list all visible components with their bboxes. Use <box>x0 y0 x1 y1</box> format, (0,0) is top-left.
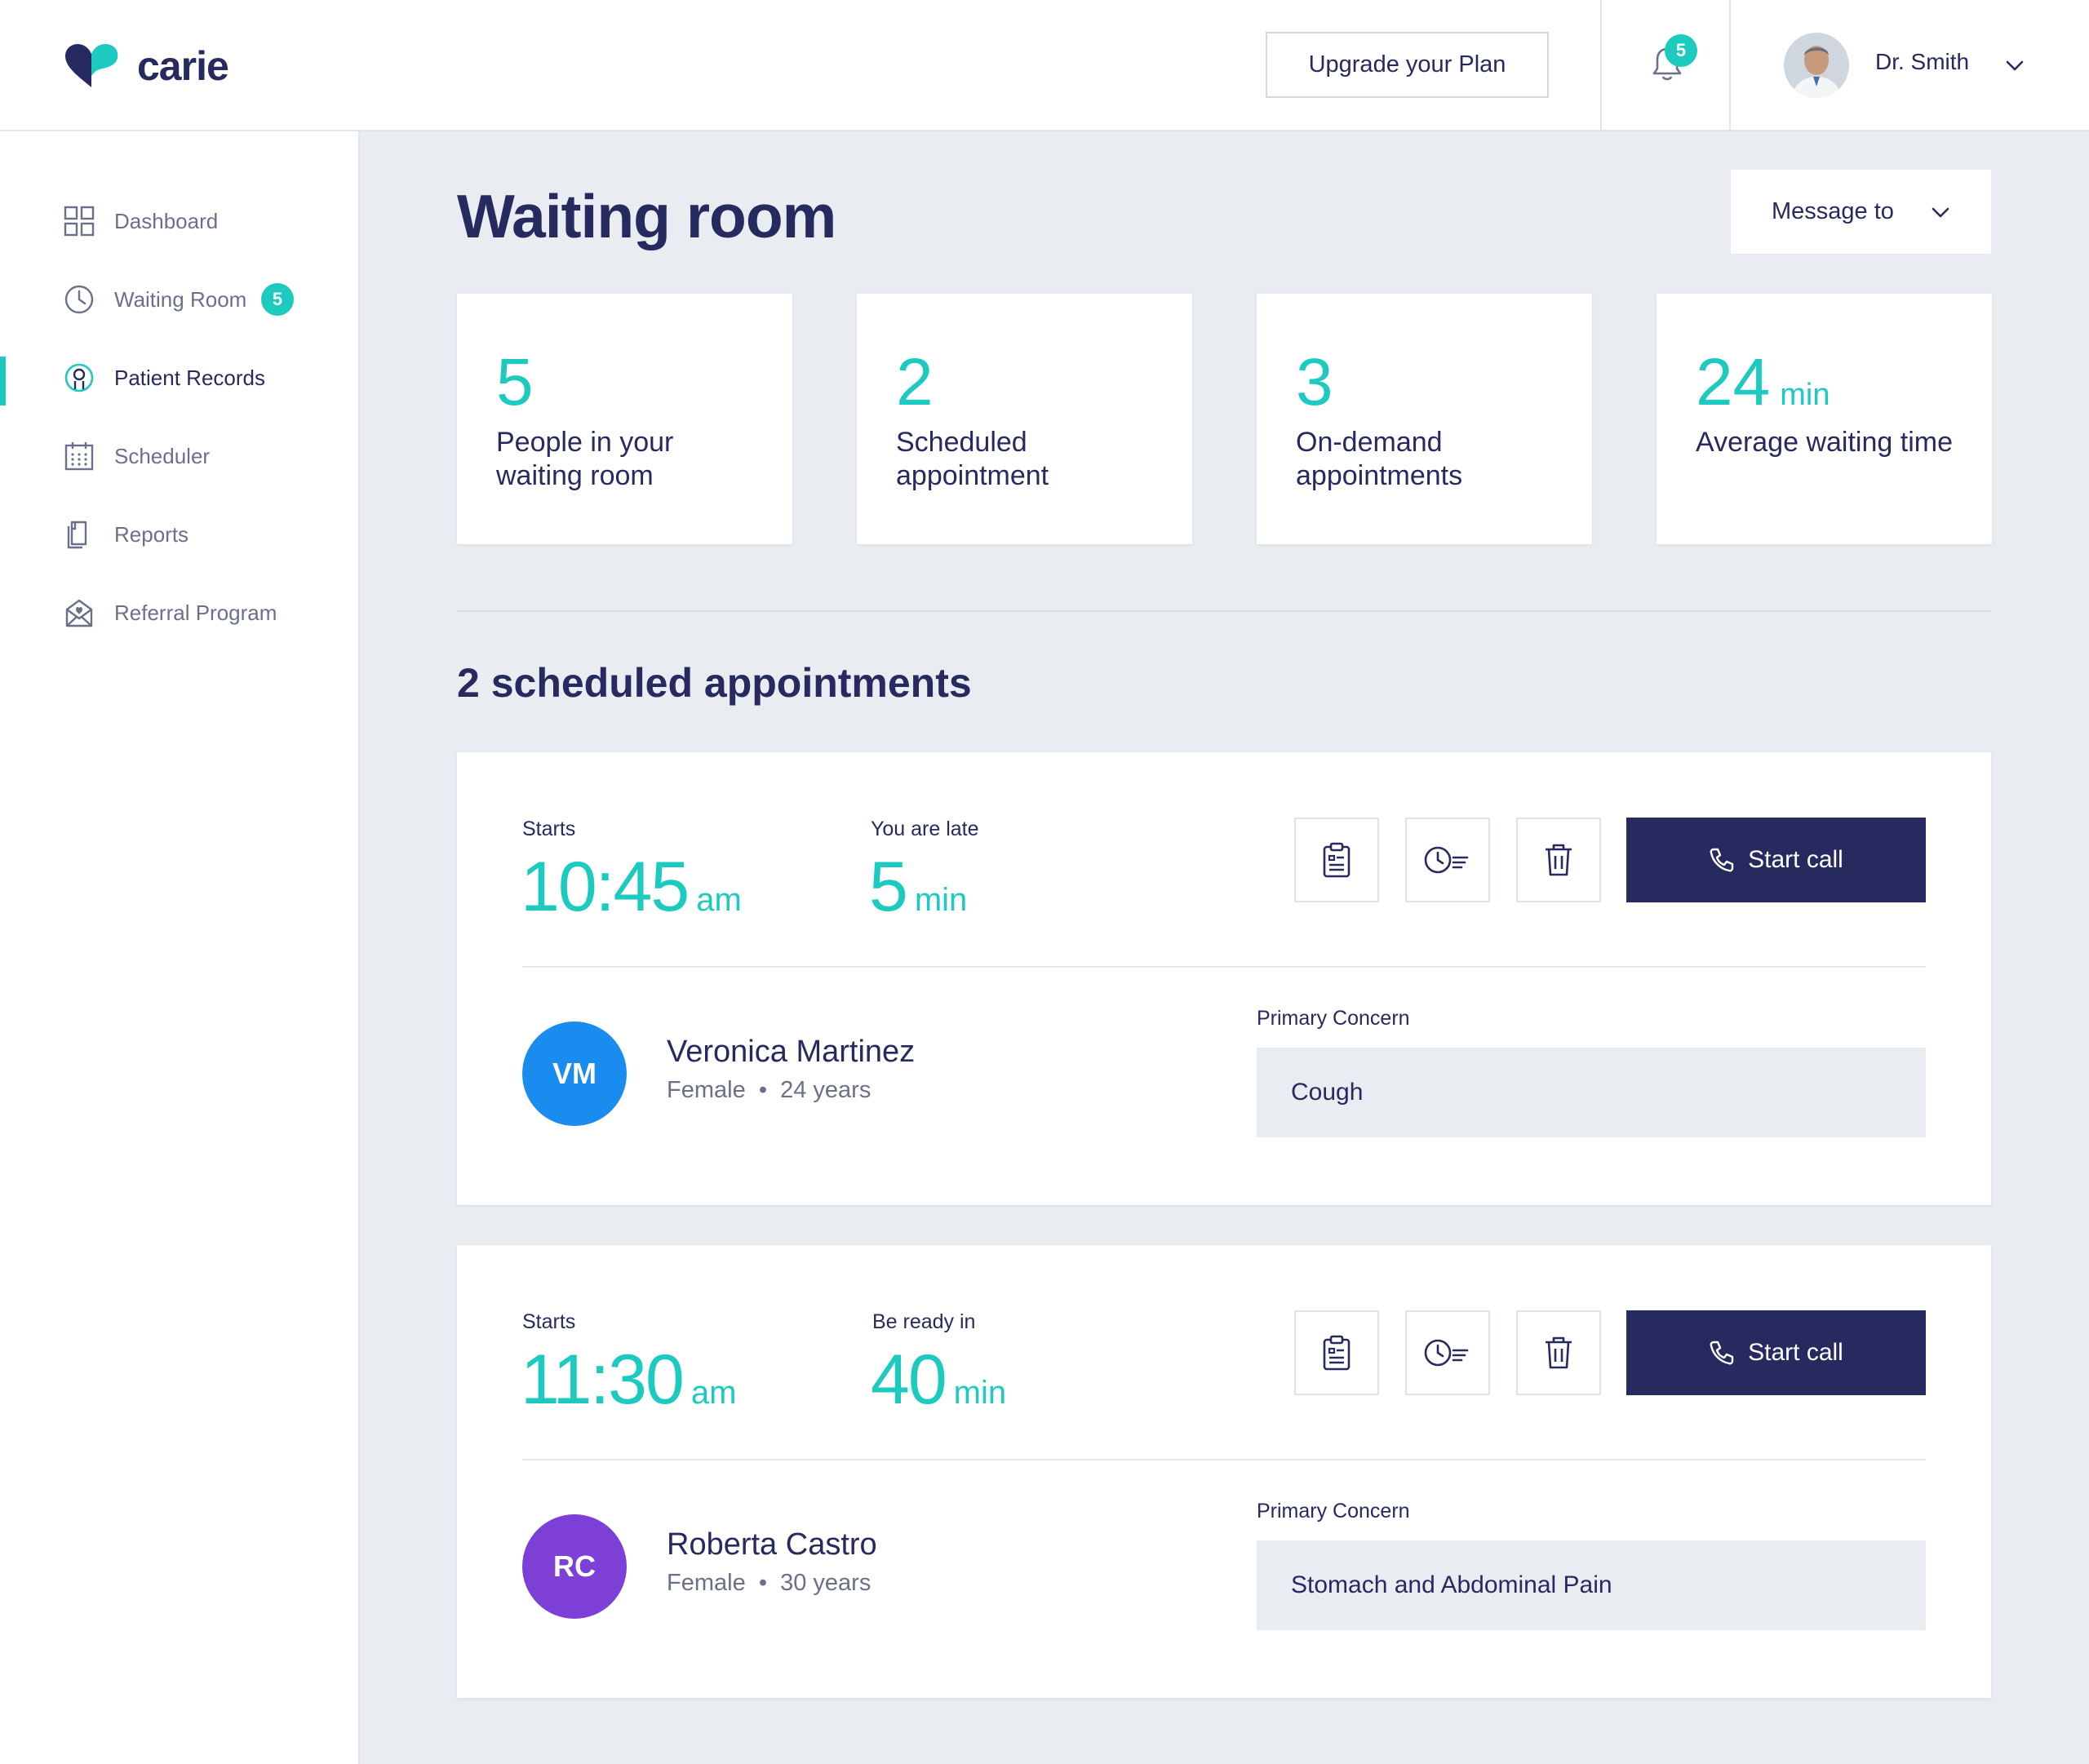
page-title: Waiting room <box>457 182 836 250</box>
top-header: carie Upgrade your Plan 5 Dr. Smith <box>0 0 2089 131</box>
sidebar-item-label: Patient Records <box>114 365 265 390</box>
phone-icon <box>1710 848 1734 872</box>
patient-icon <box>64 363 94 392</box>
reschedule-button[interactable] <box>1405 1310 1490 1395</box>
clipboard-icon <box>1323 1335 1351 1371</box>
delete-button[interactable] <box>1516 818 1601 902</box>
card-divider <box>522 1459 1926 1460</box>
referral-icon <box>65 599 93 627</box>
patient-meta: Female • 30 years <box>667 1570 872 1596</box>
card-divider <box>522 966 1926 968</box>
sidebar-item-dashboard[interactable]: Dashboard <box>0 197 358 246</box>
stat-card-average-wait: 24 min Average waiting time <box>1657 294 1992 544</box>
sidebar-item-waiting-room[interactable]: Waiting Room 5 <box>0 275 358 324</box>
sidebar-item-scheduler[interactable]: Scheduler <box>0 432 358 481</box>
brand-logo[interactable]: carie <box>64 42 229 90</box>
clock-icon <box>64 285 94 314</box>
calendar-icon <box>64 442 94 471</box>
stat-label: On-demand appointments <box>1296 427 1463 491</box>
message-to-dropdown[interactable]: Message to <box>1731 170 1991 254</box>
chevron-down-icon <box>1932 207 1949 218</box>
message-to-label: Message to <box>1772 198 1894 224</box>
clipboard-button[interactable] <box>1294 818 1379 902</box>
patient-avatar: RC <box>522 1514 627 1619</box>
chevron-down-icon[interactable] <box>2003 54 2026 77</box>
delete-button[interactable] <box>1516 1310 1601 1395</box>
heart-logo-icon <box>65 44 118 87</box>
trash-icon <box>1546 844 1572 876</box>
sidebar-item-reports[interactable]: Reports <box>0 510 358 559</box>
clock-list-icon <box>1424 1339 1469 1367</box>
user-avatar[interactable] <box>1784 33 1849 98</box>
start-time: 11:30 am <box>521 1341 737 1419</box>
sidebar-item-referral-program[interactable]: Referral Program <box>0 588 358 637</box>
stat-label: People in your waiting room <box>496 427 674 491</box>
concern-label: Primary Concern <box>1257 1007 1410 1030</box>
sidebar-item-label: Scheduler <box>114 443 211 468</box>
user-name[interactable]: Dr. Smith <box>1875 49 1970 74</box>
stat-unit: min <box>1780 378 1830 412</box>
waiting-room-badge: 5 <box>261 283 294 316</box>
section-divider <box>457 610 1991 612</box>
start-call-button[interactable]: Start call <box>1626 1310 1926 1395</box>
start-call-button[interactable]: Start call <box>1626 818 1926 902</box>
patient-meta: Female • 24 years <box>667 1077 872 1103</box>
header-divider <box>1729 0 1731 131</box>
appointment-card: Starts 11:30 am Be ready in 40 min Start c… <box>457 1245 1991 1698</box>
status-value: 5 min <box>869 848 968 926</box>
reschedule-button[interactable] <box>1405 818 1490 902</box>
patient-name[interactable]: Veronica Martinez <box>667 1035 916 1069</box>
phone-icon <box>1710 1341 1734 1365</box>
stat-value: 24 min <box>1696 345 1830 419</box>
sidebar: Dashboard Waiting Room 5 Patient Records… <box>0 131 360 1764</box>
patient-avatar: VM <box>522 1022 627 1126</box>
stat-card-scheduled: 2 Scheduled appointment <box>857 294 1192 544</box>
primary-concern: Stomach and Abdominal Pain <box>1257 1540 1926 1630</box>
sidebar-item-label: Reports <box>114 521 189 547</box>
start-call-label: Start call <box>1748 1339 1843 1366</box>
stat-card-people-waiting: 5 People in your waiting room <box>457 294 792 544</box>
sidebar-item-label: Referral Program <box>114 600 277 625</box>
trash-icon <box>1546 1336 1572 1369</box>
patient-name[interactable]: Roberta Castro <box>667 1527 877 1562</box>
stat-label: Average waiting time <box>1696 427 1953 458</box>
appointment-card: Starts 10:45 am You are late 5 min Start c… <box>457 752 1991 1205</box>
notification-badge: 5 <box>1665 34 1697 67</box>
header-divider <box>1600 0 1602 131</box>
clipboard-button[interactable] <box>1294 1310 1379 1395</box>
sidebar-item-label: Dashboard <box>114 208 219 233</box>
stat-label: Scheduled appointment <box>896 427 1049 491</box>
grid-icon <box>64 206 95 237</box>
sidebar-item-label: Waiting Room <box>114 286 247 312</box>
primary-concern: Cough <box>1257 1048 1926 1137</box>
upgrade-plan-button[interactable]: Upgrade your Plan <box>1266 32 1549 98</box>
concern-label: Primary Concern <box>1257 1500 1410 1522</box>
avatar-photo-icon <box>1784 33 1849 98</box>
status-label: You are late <box>871 818 979 840</box>
section-title: 2 scheduled appointments <box>457 660 972 706</box>
brand-name: carie <box>137 43 229 89</box>
start-call-label: Start call <box>1748 846 1843 873</box>
sidebar-item-patient-records[interactable]: Patient Records <box>0 353 358 406</box>
starts-label: Starts <box>522 818 576 840</box>
stat-value: 3 <box>1296 345 1333 419</box>
starts-label: Starts <box>522 1310 576 1333</box>
start-time: 10:45 am <box>521 848 742 926</box>
stat-card-on-demand: 3 On-demand appointments <box>1257 294 1592 544</box>
clock-list-icon <box>1424 846 1469 874</box>
clipboard-icon <box>1323 842 1351 878</box>
status-label: Be ready in <box>872 1310 976 1333</box>
status-value: 40 min <box>871 1341 1007 1419</box>
reports-icon <box>67 521 87 549</box>
stat-value: 5 <box>496 345 534 419</box>
stat-value: 2 <box>896 345 934 419</box>
